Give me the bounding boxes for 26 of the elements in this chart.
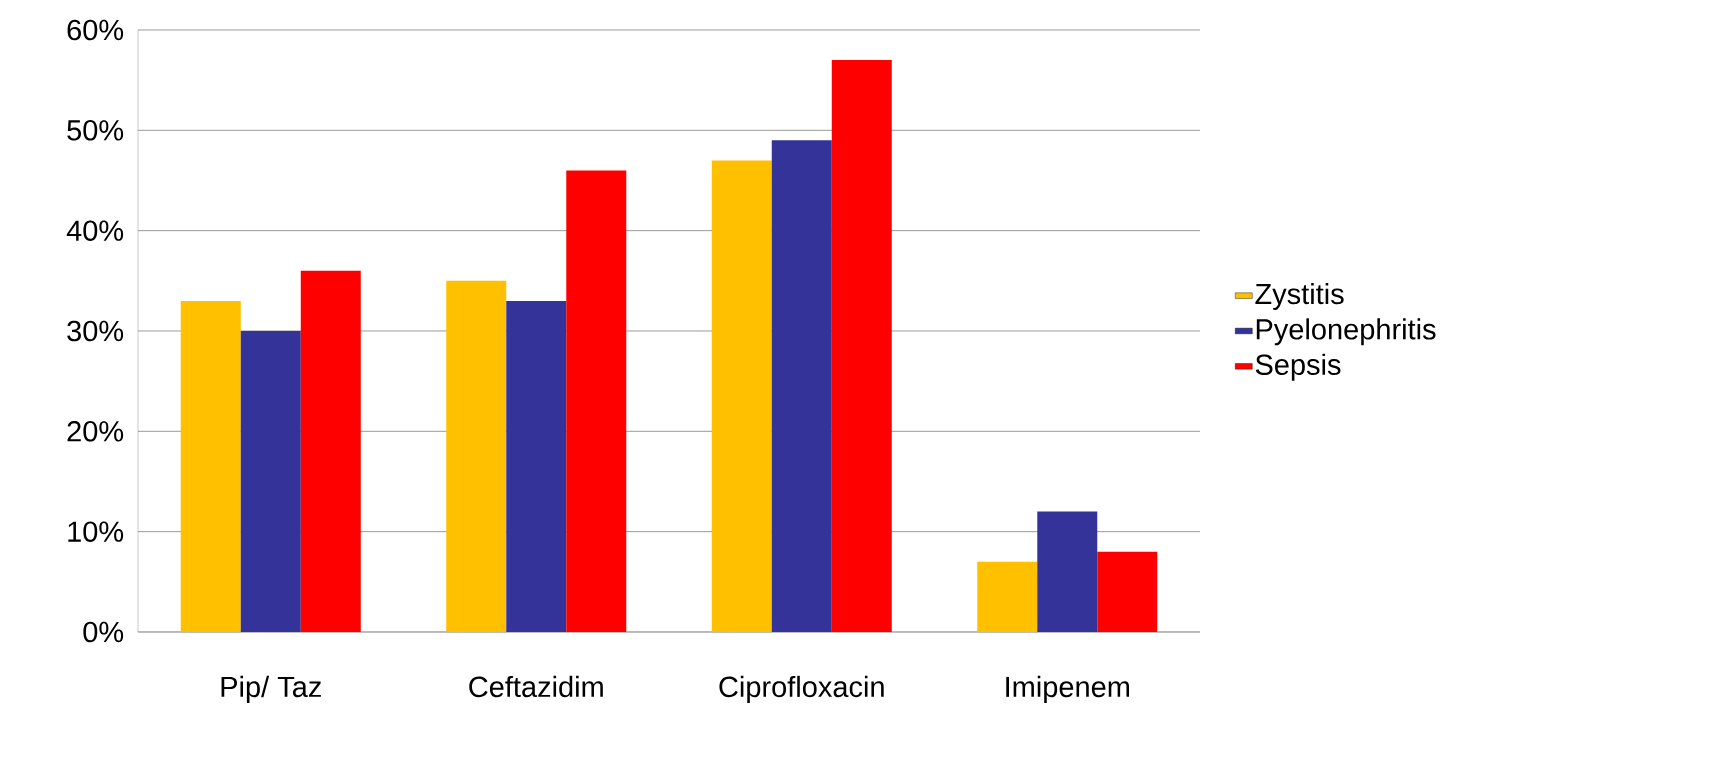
legend-label: Pyelonephritis (1256, 318, 1436, 346)
bar (1097, 551, 1158, 632)
y-tick-label: 20% (67, 421, 124, 442)
x-tick-label: Ciprofloxacin (719, 675, 884, 703)
y-tick-label: 50% (67, 120, 124, 141)
y-tick-label: 60% (67, 19, 124, 41)
x-tick-label: Pip/ Taz (221, 675, 321, 703)
bar (711, 160, 772, 632)
bar (446, 280, 507, 632)
bar (771, 140, 832, 632)
y-tick-label: 10% (68, 521, 124, 542)
y-tick-label: 40% (66, 220, 124, 241)
bar (831, 60, 892, 632)
y-tick-label: 0% (83, 621, 124, 643)
bar (240, 330, 301, 632)
bar (1037, 511, 1098, 632)
bar (300, 270, 361, 632)
y-tick-label: 30% (67, 320, 124, 342)
legend-label: Sepsis (1255, 353, 1341, 381)
bar (566, 170, 627, 632)
x-tick-label: Ceftazidim (469, 675, 603, 698)
x-tick-label: Imipenem (1006, 675, 1130, 703)
legend-label: Zystitis (1255, 282, 1344, 310)
bar (180, 300, 241, 632)
bar (506, 300, 567, 632)
bar (977, 561, 1038, 632)
